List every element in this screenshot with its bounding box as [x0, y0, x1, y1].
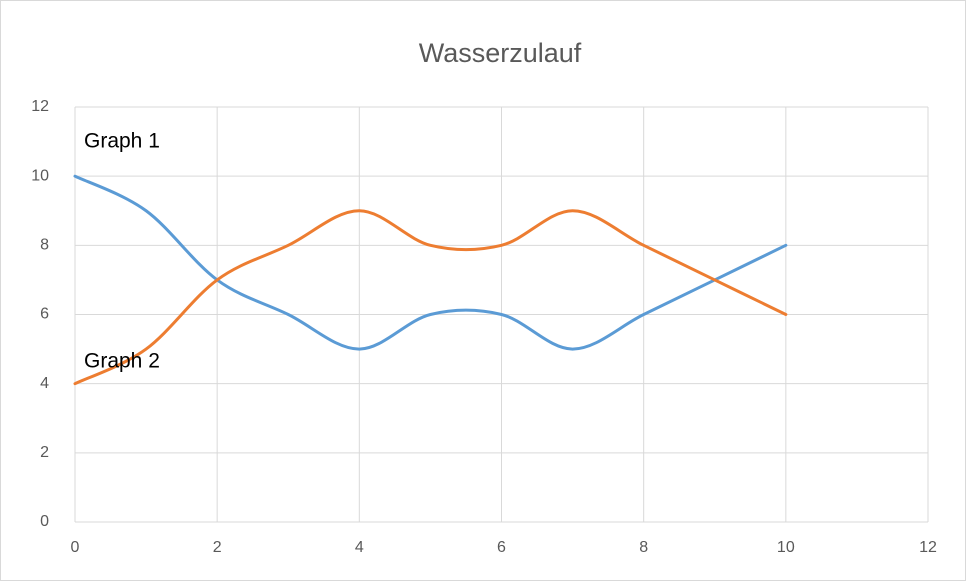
y-tick-label: 2 [40, 444, 49, 461]
y-tick-label: 6 [40, 306, 49, 323]
series-label: Graph 1 [84, 130, 160, 153]
y-tick-label: 8 [40, 237, 49, 254]
y-tick-label: 10 [31, 167, 49, 184]
x-tick-label: 10 [777, 539, 795, 556]
x-tick-label: 6 [497, 539, 506, 556]
series-label: Graph 2 [84, 350, 160, 373]
y-tick-label: 4 [40, 375, 49, 392]
y-tick-label: 0 [40, 513, 49, 530]
series-line [73, 209, 788, 386]
x-tick-label: 4 [355, 539, 364, 556]
chart-title: Wasserzulauf [419, 38, 582, 68]
x-tick-label: 8 [639, 539, 648, 556]
x-tick-label: 2 [213, 539, 222, 556]
y-tick-label: 12 [31, 98, 49, 115]
series-line [73, 174, 788, 351]
x-tick-label: 0 [71, 539, 80, 556]
x-tick-label: 12 [919, 539, 937, 556]
